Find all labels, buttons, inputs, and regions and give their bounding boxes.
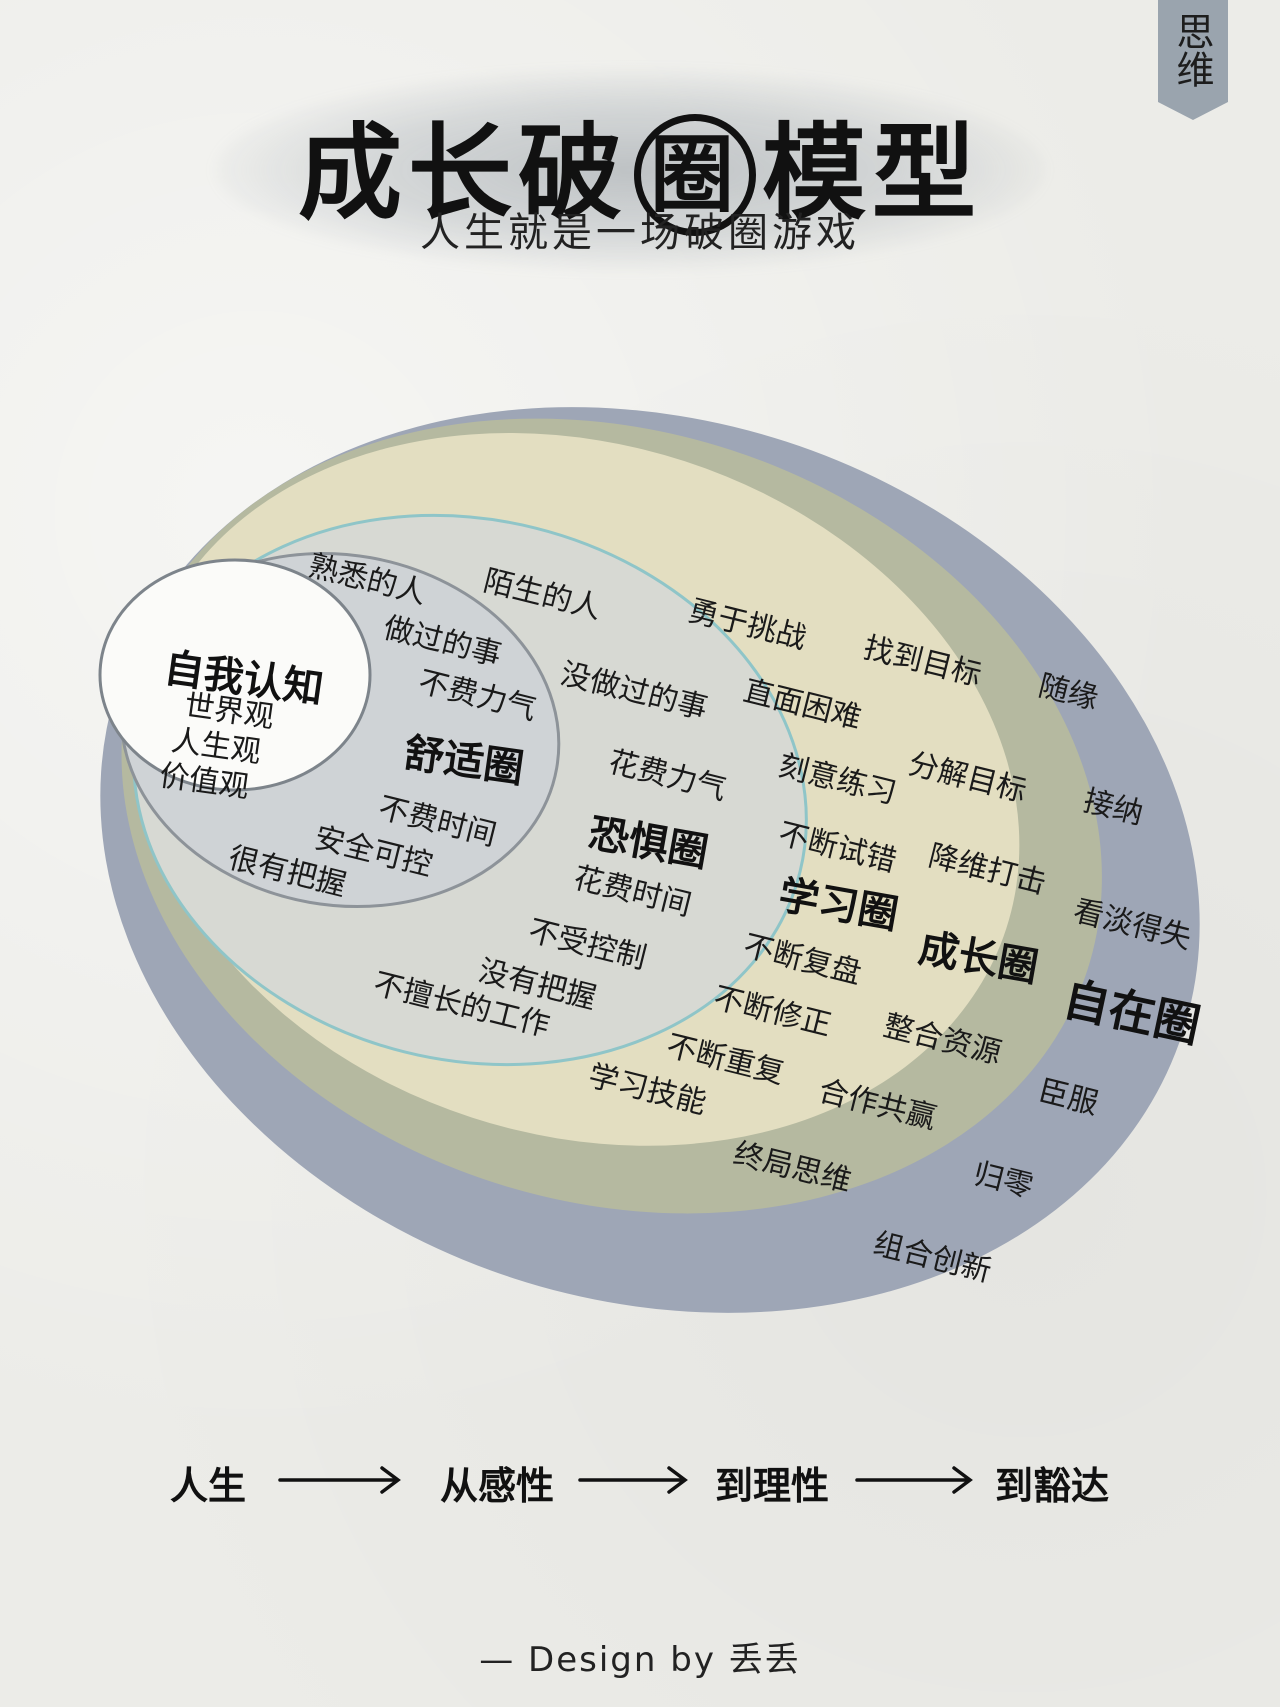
arrow-right-icon — [278, 1466, 401, 1494]
arrow-right-icon — [855, 1466, 973, 1494]
design-credit: — Design by 丢丢 — [479, 1640, 801, 1680]
corner-bookmark-tag — [1158, 0, 1228, 120]
page-title: 成长破圈模型 — [0, 88, 1280, 242]
flow-step: 人生 — [170, 1464, 247, 1508]
page-subtitle: 人生就是一场破圈游戏 — [420, 210, 860, 256]
arrow-right-icon — [578, 1466, 688, 1494]
corner-tag-text: 思维 — [1170, 12, 1214, 88]
title-part-1: 成长破 — [297, 112, 628, 234]
flow-step: 到豁达 — [995, 1464, 1110, 1508]
title-ink-smudge — [215, 70, 1045, 270]
title-part-2: 模型 — [762, 112, 983, 234]
flow-step: 到理性 — [715, 1464, 830, 1508]
self-circle — [98, 558, 372, 792]
title-circled-char: 圈 — [634, 113, 756, 236]
flow-step: 从感性 — [440, 1464, 555, 1508]
